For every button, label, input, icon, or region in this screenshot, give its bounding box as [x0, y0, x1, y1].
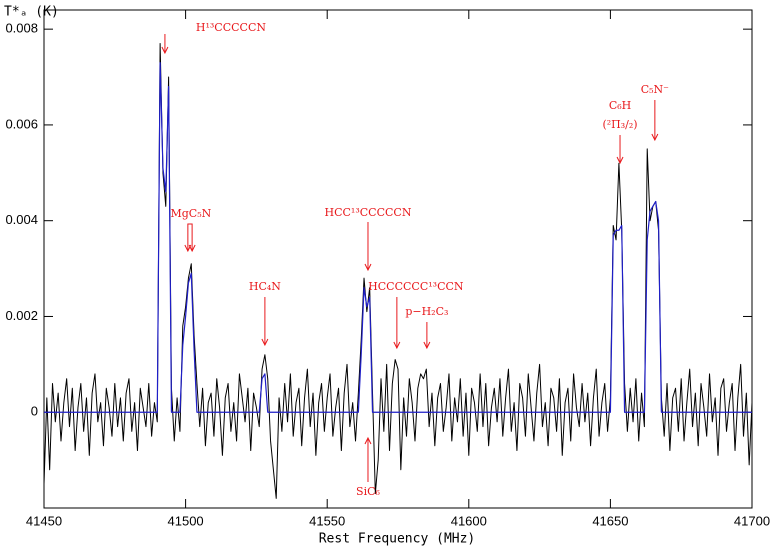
annotation-label: C₅N⁻: [641, 83, 669, 96]
annotation-arrowhead: [364, 436, 372, 445]
annotation-label: HCCCCCC¹³CCN: [368, 280, 464, 293]
x-tick-label: 41650: [592, 513, 628, 528]
annotation-arrowhead: [651, 133, 659, 142]
y-axis-label: T*ₐ (K): [4, 5, 59, 20]
annotation-label: (²Π₃/₂): [602, 118, 637, 131]
annotation-label: SiC₆: [356, 485, 380, 498]
annotation-label: HC₄N: [249, 280, 281, 293]
y-tick-label: 0.002: [5, 308, 38, 323]
annotation-label: p−H₂C₃: [405, 305, 448, 318]
annotation-arrowhead: [364, 263, 372, 272]
annotation-bracket: [187, 223, 193, 232]
annotation-arrowhead: [616, 156, 624, 165]
annotation-arrowhead: [261, 338, 269, 347]
spectrum-line: [43, 43, 753, 499]
y-tick-label: 0.004: [5, 212, 38, 227]
x-tick-label: 41450: [26, 513, 62, 528]
annotation-arrowhead: [423, 341, 431, 350]
annotation-arrowhead: [393, 341, 401, 350]
annotation-label: H¹³CCCCCN: [196, 21, 266, 34]
x-tick-label: 41500: [168, 513, 204, 528]
x-axis-label: Rest Frequency (MHz): [319, 532, 476, 547]
annotation-label: HCC¹³CCCCCN: [325, 206, 412, 219]
x-tick-label: 41550: [309, 513, 345, 528]
fit-line: [44, 62, 752, 413]
y-tick-label: 0.008: [5, 21, 38, 36]
plot-frame: [43, 9, 753, 509]
y-tick-label: 0.006: [5, 116, 38, 131]
x-tick-label: 41700: [734, 513, 770, 528]
y-tick-label: 0: [31, 404, 38, 419]
annotation-label: MgC₅N: [170, 207, 211, 220]
annotation-arrowhead: [188, 244, 196, 253]
x-tick-label: 41600: [451, 513, 487, 528]
annotation-arrowhead: [161, 46, 169, 55]
annotation-label: C₆H: [609, 99, 631, 112]
